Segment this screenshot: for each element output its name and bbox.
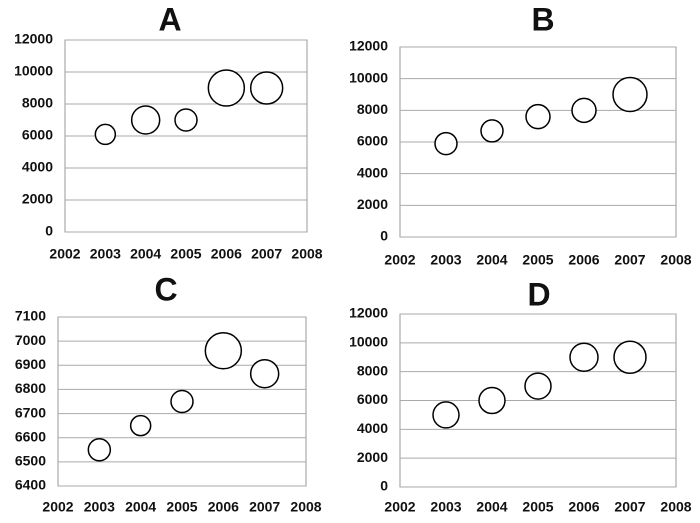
y-tick-label: 6500 [15,453,46,469]
bubble [129,414,152,437]
x-tick-label: 2004 [125,499,156,515]
y-tick-label: 10000 [349,69,388,85]
bubble [613,340,647,374]
x-tick-label: 2005 [522,252,553,268]
y-tick-label: 6800 [15,380,46,396]
y-tick-label: 12000 [14,31,53,47]
bubble [478,386,506,415]
y-tick-label: 12000 [349,305,388,321]
x-tick-label: 2008 [290,499,321,515]
x-tick-label: 2002 [49,246,80,262]
y-tick-label: 8000 [22,95,53,111]
y-tick-label: 6400 [15,477,46,493]
x-tick-label: 2006 [568,499,599,515]
y-tick-label: 6700 [15,404,46,420]
x-tick-label: 2005 [170,246,201,262]
bubble [524,372,552,400]
bubble [569,342,599,372]
y-tick-label: 4000 [357,164,388,180]
x-tick-label: 2003 [430,499,461,515]
bubble [480,119,504,143]
bubble [612,76,648,113]
y-tick-label: 0 [380,228,388,244]
y-tick-label: 7000 [15,332,46,348]
x-tick-label: 2002 [42,499,73,515]
bubble [571,97,597,124]
y-tick-label: 2000 [357,196,388,212]
x-tick-label: 2007 [249,499,280,515]
bubble [207,69,246,107]
y-tick-label: 6000 [22,127,53,143]
x-tick-label: 2004 [130,246,161,262]
x-tick-label: 2006 [211,246,242,262]
x-tick-label: 2006 [208,499,239,515]
y-tick-label: 2000 [22,191,53,207]
bubble [525,103,551,130]
x-tick-label: 2005 [522,499,553,515]
bubble [434,131,458,156]
y-tick-label: 6600 [15,428,46,444]
bubble [130,105,161,135]
x-tick-label: 2003 [90,246,121,262]
x-tick-label: 2005 [166,499,197,515]
chart-title: D [527,276,550,312]
y-tick-label: 0 [45,223,53,239]
x-tick-label: 2007 [614,499,645,515]
bubble [249,71,284,105]
y-tick-label: 8000 [357,101,388,117]
bubble [432,401,460,429]
chart-title: A [158,1,181,37]
bubble [174,108,198,132]
x-tick-label: 2004 [476,252,507,268]
y-tick-label: 4000 [357,420,388,436]
y-tick-label: 4000 [22,159,53,175]
y-tick-label: 2000 [357,449,388,465]
x-tick-label: 2002 [384,252,415,268]
chart-title: B [531,1,554,37]
x-tick-label: 2004 [476,499,507,515]
x-tick-label: 2003 [84,499,115,515]
x-tick-label: 2006 [568,252,599,268]
y-tick-label: 10000 [14,63,53,79]
y-tick-label: 10000 [349,334,388,350]
y-tick-label: 6000 [357,133,388,149]
x-tick-label: 2008 [291,246,322,262]
x-tick-label: 2007 [614,252,645,268]
bubble [87,438,112,462]
y-tick-label: 12000 [349,38,388,54]
x-tick-label: 2008 [660,252,691,268]
bubble [170,389,194,414]
y-tick-label: 8000 [357,362,388,378]
x-tick-label: 2003 [430,252,461,268]
y-tick-label: 0 [380,478,388,494]
x-tick-label: 2008 [660,499,691,515]
y-tick-label: 6000 [357,391,388,407]
x-tick-label: 2002 [384,499,415,515]
y-tick-label: 7100 [15,308,46,324]
bubble [94,123,117,146]
chart-title: C [154,271,177,307]
y-tick-label: 6900 [15,356,46,372]
bubble [204,332,243,370]
x-tick-label: 2007 [251,246,282,262]
bubble [249,358,280,389]
